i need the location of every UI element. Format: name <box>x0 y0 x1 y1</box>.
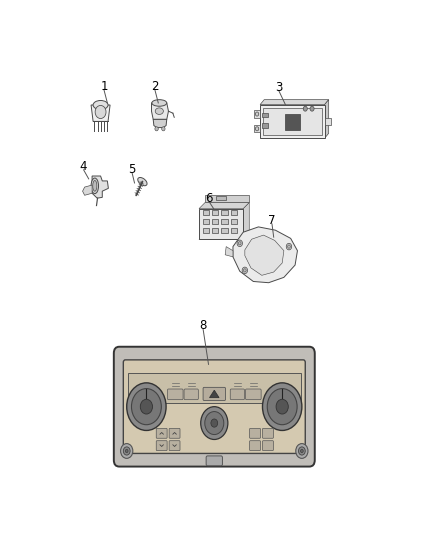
Text: 4: 4 <box>80 160 87 173</box>
Polygon shape <box>83 185 92 195</box>
Bar <box>203 211 209 215</box>
Circle shape <box>298 447 305 455</box>
Circle shape <box>120 443 133 458</box>
Text: 1: 1 <box>100 80 108 93</box>
Circle shape <box>286 243 292 250</box>
Polygon shape <box>233 227 297 282</box>
Bar <box>325 118 331 125</box>
FancyBboxPatch shape <box>114 347 315 466</box>
Polygon shape <box>245 235 284 276</box>
Circle shape <box>205 411 224 434</box>
Bar <box>199 208 243 239</box>
Ellipse shape <box>93 181 97 191</box>
Circle shape <box>300 449 303 453</box>
Circle shape <box>262 383 302 431</box>
FancyBboxPatch shape <box>262 429 273 438</box>
Circle shape <box>288 245 290 248</box>
Circle shape <box>211 419 218 427</box>
FancyBboxPatch shape <box>124 360 305 454</box>
Bar <box>230 219 237 224</box>
Text: 2: 2 <box>151 80 159 93</box>
Polygon shape <box>205 196 249 203</box>
FancyBboxPatch shape <box>206 456 223 466</box>
Ellipse shape <box>93 101 108 109</box>
Bar <box>222 219 227 224</box>
Bar <box>262 124 268 127</box>
Ellipse shape <box>91 178 99 193</box>
Circle shape <box>238 241 241 245</box>
Circle shape <box>125 449 128 453</box>
Bar <box>203 219 209 224</box>
Ellipse shape <box>138 177 147 185</box>
Bar <box>254 125 260 133</box>
Polygon shape <box>225 247 233 257</box>
Circle shape <box>276 399 288 414</box>
Circle shape <box>267 389 297 425</box>
Circle shape <box>255 127 259 131</box>
Text: 5: 5 <box>128 163 136 176</box>
Bar <box>212 219 219 224</box>
FancyBboxPatch shape <box>169 441 180 450</box>
FancyBboxPatch shape <box>156 429 167 438</box>
Bar <box>285 114 300 130</box>
Text: 8: 8 <box>199 319 207 332</box>
FancyBboxPatch shape <box>128 373 301 402</box>
Circle shape <box>162 127 165 131</box>
Polygon shape <box>209 390 219 398</box>
Text: 6: 6 <box>205 192 213 205</box>
Bar <box>230 228 237 233</box>
FancyBboxPatch shape <box>250 429 261 438</box>
Polygon shape <box>152 103 169 119</box>
Ellipse shape <box>152 100 167 106</box>
Circle shape <box>244 269 246 272</box>
Ellipse shape <box>155 108 163 115</box>
Bar <box>222 211 227 215</box>
Bar <box>254 110 260 118</box>
FancyBboxPatch shape <box>184 389 198 400</box>
Circle shape <box>303 106 307 111</box>
Bar <box>216 196 226 200</box>
FancyBboxPatch shape <box>250 441 261 450</box>
Bar <box>230 211 237 215</box>
Circle shape <box>242 267 247 273</box>
Polygon shape <box>199 203 249 208</box>
Bar <box>203 228 209 233</box>
Circle shape <box>255 112 259 116</box>
FancyBboxPatch shape <box>156 441 167 450</box>
FancyBboxPatch shape <box>169 429 180 438</box>
FancyBboxPatch shape <box>167 389 183 400</box>
Circle shape <box>127 383 166 431</box>
Bar <box>212 228 219 233</box>
Circle shape <box>140 399 152 414</box>
Polygon shape <box>325 100 328 138</box>
FancyBboxPatch shape <box>203 387 226 400</box>
Bar <box>212 211 219 215</box>
Polygon shape <box>153 119 167 127</box>
Bar <box>262 113 268 117</box>
Circle shape <box>131 389 161 425</box>
Polygon shape <box>260 100 328 104</box>
Polygon shape <box>91 105 110 122</box>
Circle shape <box>155 127 158 131</box>
Polygon shape <box>92 176 108 198</box>
Circle shape <box>296 443 308 458</box>
Polygon shape <box>243 203 249 239</box>
Bar <box>260 104 325 138</box>
Text: 7: 7 <box>268 214 276 227</box>
Circle shape <box>201 407 228 440</box>
Circle shape <box>310 106 314 111</box>
Circle shape <box>124 447 130 455</box>
Circle shape <box>95 106 106 118</box>
Polygon shape <box>199 233 249 239</box>
Text: 3: 3 <box>275 81 283 94</box>
Bar <box>263 108 322 135</box>
Bar <box>222 228 227 233</box>
FancyBboxPatch shape <box>230 389 244 400</box>
FancyBboxPatch shape <box>246 389 261 400</box>
FancyBboxPatch shape <box>262 441 273 450</box>
Circle shape <box>237 240 243 247</box>
